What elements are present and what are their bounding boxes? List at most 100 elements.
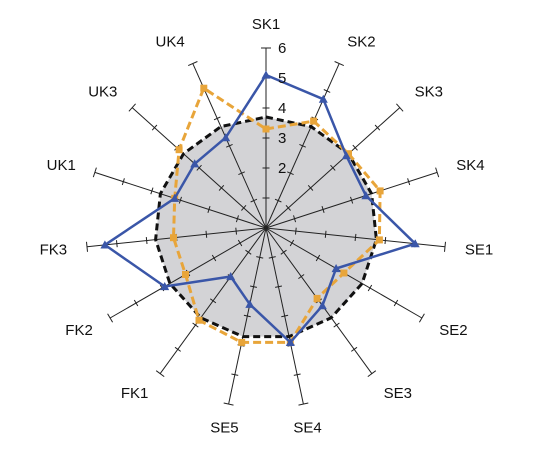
- blue-point-sk4: [361, 191, 371, 200]
- axis-label-sk1: SK1: [252, 16, 280, 33]
- reference-outline: [154, 115, 378, 339]
- axis-end-cap: [396, 103, 404, 112]
- axis-label-se1: SE1: [465, 241, 493, 258]
- blue-point-fk2: [160, 282, 170, 291]
- axis-tick: [133, 299, 139, 307]
- axis-tick: [285, 204, 291, 211]
- radial-tick-label: 3: [278, 130, 286, 147]
- orange-point-fk3: [170, 234, 177, 242]
- blue-point-uk1: [170, 193, 180, 202]
- blue-series-line: [103, 73, 417, 344]
- orange-point-se3: [313, 294, 321, 302]
- orange-point-fk2: [182, 271, 189, 278]
- axis-tick: [407, 178, 411, 186]
- axis-tick: [374, 124, 381, 131]
- axis-tick: [238, 171, 246, 176]
- blue-point-sk2: [318, 94, 328, 103]
- axis-end-cap: [444, 241, 446, 252]
- axis-tick: [293, 373, 301, 376]
- axis-label-se4: SE4: [293, 420, 321, 437]
- blue-point-se1: [410, 239, 420, 248]
- axis-end-cap: [92, 167, 97, 178]
- axis-label-uk4: UK4: [156, 34, 185, 51]
- axis-tick: [354, 233, 357, 241]
- axis-end-cap: [107, 313, 114, 323]
- axis-end-cap: [223, 402, 234, 406]
- radial-tick-label: 2: [278, 160, 286, 177]
- orange-point-sk1: [262, 125, 270, 133]
- blue-point-sk3: [341, 151, 351, 160]
- orange-point-se2: [340, 269, 348, 277]
- axis-end-cap: [334, 61, 345, 67]
- orange-point-sk3: [345, 150, 352, 158]
- axis-tick: [367, 284, 373, 292]
- blue-point-uk3: [190, 159, 200, 168]
- axis-tick: [237, 239, 243, 247]
- axis-tick: [243, 314, 251, 318]
- axis-label-sk2: SK2: [347, 34, 375, 51]
- axis-end-cap: [128, 103, 136, 112]
- blue-point-se3: [317, 301, 327, 310]
- axis-tick: [351, 346, 358, 352]
- blue-point-fk1: [226, 272, 236, 281]
- axis-end-cap: [418, 313, 425, 323]
- orange-point-fk1: [195, 316, 203, 324]
- axis-tick: [249, 285, 258, 288]
- axis-tick: [178, 196, 182, 204]
- axis-tick: [268, 256, 276, 259]
- blue-point-fk3: [100, 240, 110, 249]
- blue-point-se5: [245, 299, 255, 308]
- axis-tick: [241, 204, 247, 211]
- blue-point-se2: [331, 264, 341, 273]
- orange-series-line: [172, 86, 382, 344]
- axis-tick: [393, 299, 399, 307]
- blue-point-uk4: [221, 133, 231, 142]
- orange-point-se5: [238, 338, 246, 346]
- axis-label-uk3: UK3: [88, 84, 117, 101]
- axis-tick: [256, 256, 264, 259]
- axis-tick: [213, 116, 221, 121]
- axis-tick: [384, 237, 387, 245]
- axis-tick: [245, 249, 252, 255]
- axis-tick: [250, 198, 258, 203]
- radial-tick-label: 5: [278, 70, 286, 87]
- blue-point-sk1: [261, 70, 271, 79]
- axis-tick: [116, 240, 118, 248]
- axis-tick: [225, 143, 233, 148]
- axis-tick: [150, 187, 154, 195]
- axis-tick: [151, 124, 158, 131]
- axis-tick: [207, 205, 211, 213]
- axis-tick: [307, 184, 314, 191]
- radial-tick-label: 4: [278, 100, 286, 117]
- orange-point-sk4: [376, 187, 384, 195]
- axis-tick: [192, 322, 199, 328]
- axis-tick: [324, 230, 327, 238]
- axis-label-se2: SE2: [439, 322, 467, 339]
- radial-tick-label: 6: [278, 40, 286, 57]
- axis-label-sk3: SK3: [415, 84, 443, 101]
- axis-label-fk3: FK3: [40, 241, 68, 258]
- axis-label-se3: SE3: [384, 385, 412, 402]
- axis-tick: [211, 254, 217, 262]
- axis-label-uk1: UK1: [47, 157, 76, 174]
- axis-tick: [298, 274, 305, 280]
- axis-tick: [274, 285, 283, 288]
- axis-tick: [210, 298, 217, 304]
- axis-end-cap: [435, 167, 440, 178]
- axis-label-sk4: SK4: [456, 157, 484, 174]
- axis-tick: [315, 254, 321, 262]
- orange-point-sk2: [310, 117, 318, 125]
- axis-tick: [350, 196, 354, 204]
- axis-tick: [218, 184, 225, 191]
- axis-tick: [293, 215, 297, 223]
- axis-tick: [286, 171, 294, 176]
- axis-tick: [289, 239, 295, 247]
- orange-point-se1: [375, 236, 383, 244]
- axis-tick: [235, 227, 237, 235]
- axis-tick: [174, 346, 181, 352]
- orange-point-uk3: [175, 146, 183, 154]
- axis-tick: [323, 89, 331, 93]
- axis-end-cap: [298, 402, 309, 406]
- axis-tick: [231, 373, 239, 376]
